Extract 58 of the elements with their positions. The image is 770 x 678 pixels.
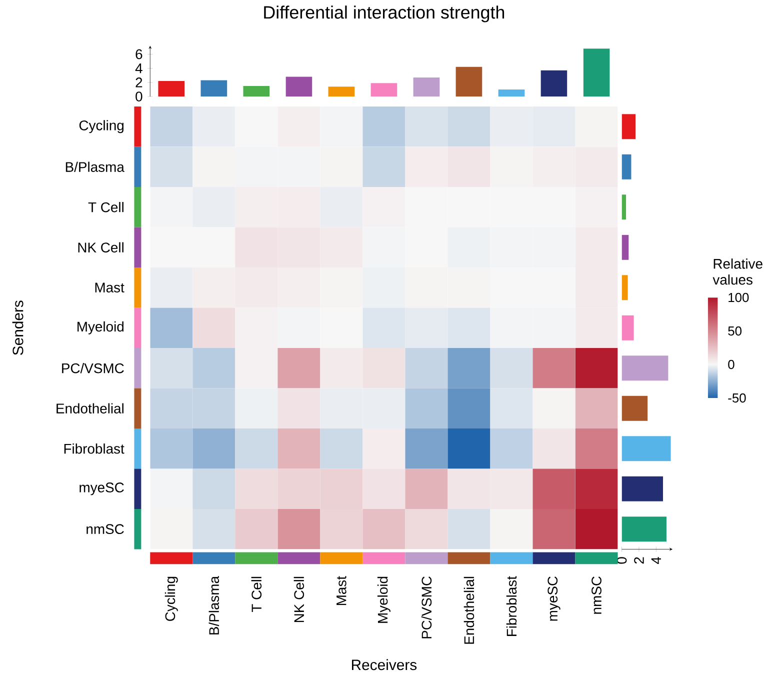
- y-tick-label: NK Cell: [78, 242, 124, 253]
- bar: [622, 275, 628, 300]
- y-tick-label: Endothelial: [56, 403, 124, 414]
- y-tick-label: nmSC: [86, 524, 124, 534]
- y-tick-label: B/Plasma: [66, 162, 124, 172]
- bar: [583, 48, 610, 97]
- y-tick-label: 2: [136, 78, 142, 88]
- y-tick-label: Mast: [95, 282, 124, 293]
- x-tick-label: Endothelial: [464, 577, 474, 644]
- bar: [622, 396, 648, 422]
- bar: [622, 316, 634, 341]
- color-bar-label: 0: [728, 360, 734, 370]
- y-tick-label: myeSC: [80, 482, 124, 496]
- x-tick-label: PC/VSMC: [421, 576, 432, 638]
- bar: [328, 86, 355, 97]
- bar: [622, 356, 668, 381]
- bar: [413, 78, 440, 97]
- bar: [498, 90, 525, 97]
- y-tick-label: 6: [136, 49, 142, 60]
- bar: [200, 80, 228, 97]
- x-tick-label: Myeloid: [377, 577, 390, 624]
- y-tick-label: 0: [136, 92, 142, 102]
- bar: [622, 154, 632, 180]
- bar: [243, 86, 270, 97]
- y-tick-label: 4: [135, 64, 142, 74]
- color-bar-label: -50: [728, 394, 746, 403]
- bar: [622, 516, 666, 542]
- bar: [622, 436, 671, 462]
- y-axis-title: Senders: [12, 300, 24, 356]
- x-tick-label: Fibroblast: [506, 576, 517, 636]
- x-axis-title: Receivers: [352, 659, 417, 670]
- bar: [540, 70, 568, 97]
- y-tick-label: Cycling: [79, 120, 124, 134]
- chart-title: Differential interaction strength: [264, 6, 504, 22]
- bar: [370, 83, 398, 97]
- color-bar-title: Relative values: [712, 258, 762, 285]
- bar: [622, 476, 664, 502]
- bar: [456, 67, 482, 97]
- bar: [622, 235, 629, 260]
- y-tick-label: Fibroblast: [64, 444, 124, 454]
- color-bar-label: 50: [728, 326, 742, 336]
- x-tick-label: NK Cell: [294, 577, 304, 622]
- x-tick-label: 4: [651, 557, 661, 564]
- x-tick-label: myeSC: [548, 576, 560, 621]
- color-bar-label: 100: [728, 293, 749, 302]
- y-tick-label: PC/VSMC: [62, 363, 124, 374]
- x-tick-label: nmSC: [592, 576, 602, 614]
- bar: [622, 114, 636, 140]
- y-tick-label: Myeloid: [78, 322, 124, 335]
- x-tick-label: T Cell: [251, 577, 262, 612]
- bar: [622, 194, 626, 220]
- x-tick-label: Mast: [336, 576, 346, 606]
- x-tick-label: B/Plasma: [208, 576, 220, 635]
- x-tick-label: 2: [634, 557, 644, 564]
- x-tick-label: Cycling: [164, 577, 178, 622]
- y-tick-label: T Cell: [88, 202, 124, 212]
- bar: [158, 81, 185, 97]
- bar: [286, 76, 312, 97]
